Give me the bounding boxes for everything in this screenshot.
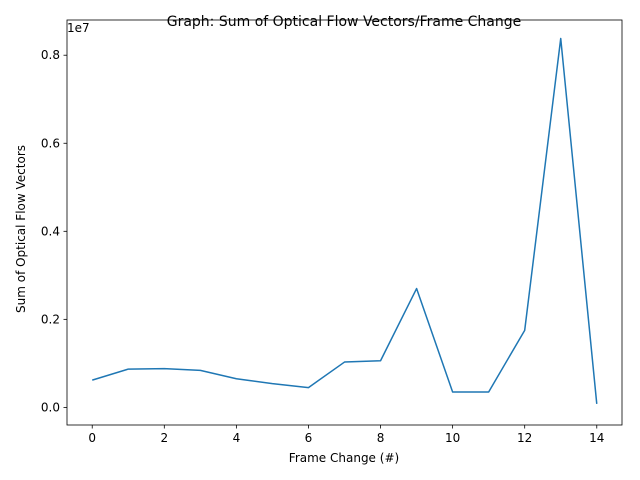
x-axis-title: Frame Change (#) bbox=[289, 451, 399, 465]
plot-area: 0 2 4 6 8 10 12 14 0.0 0.2 0.4 0.6 0.8 bbox=[41, 19, 623, 445]
x-tick-label: 4 bbox=[233, 431, 241, 445]
x-tick-label: 2 bbox=[160, 431, 168, 445]
x-tick-label: 14 bbox=[589, 431, 604, 445]
series-line-0 bbox=[92, 37, 598, 404]
axes-frame bbox=[66, 19, 623, 426]
x-tick-label: 6 bbox=[305, 431, 313, 445]
y-tick-label: 0.4 bbox=[41, 224, 60, 238]
y-offset-label: 1e7 bbox=[67, 21, 90, 35]
x-tick-label: 0 bbox=[88, 431, 96, 445]
y-tick-label: 0.2 bbox=[41, 312, 60, 326]
x-tick-label: 12 bbox=[517, 431, 532, 445]
x-tick-label: 10 bbox=[445, 431, 460, 445]
y-axis-title: Sum of Optical Flow Vectors bbox=[14, 145, 28, 313]
y-tick-label: 0.0 bbox=[41, 400, 60, 414]
y-tick-label: 0.8 bbox=[41, 48, 60, 62]
y-tick-label: 0.6 bbox=[41, 136, 60, 150]
x-tick-label: 8 bbox=[377, 431, 385, 445]
chart-title: Graph: Sum of Optical Flow Vectors/Frame… bbox=[167, 14, 522, 30]
